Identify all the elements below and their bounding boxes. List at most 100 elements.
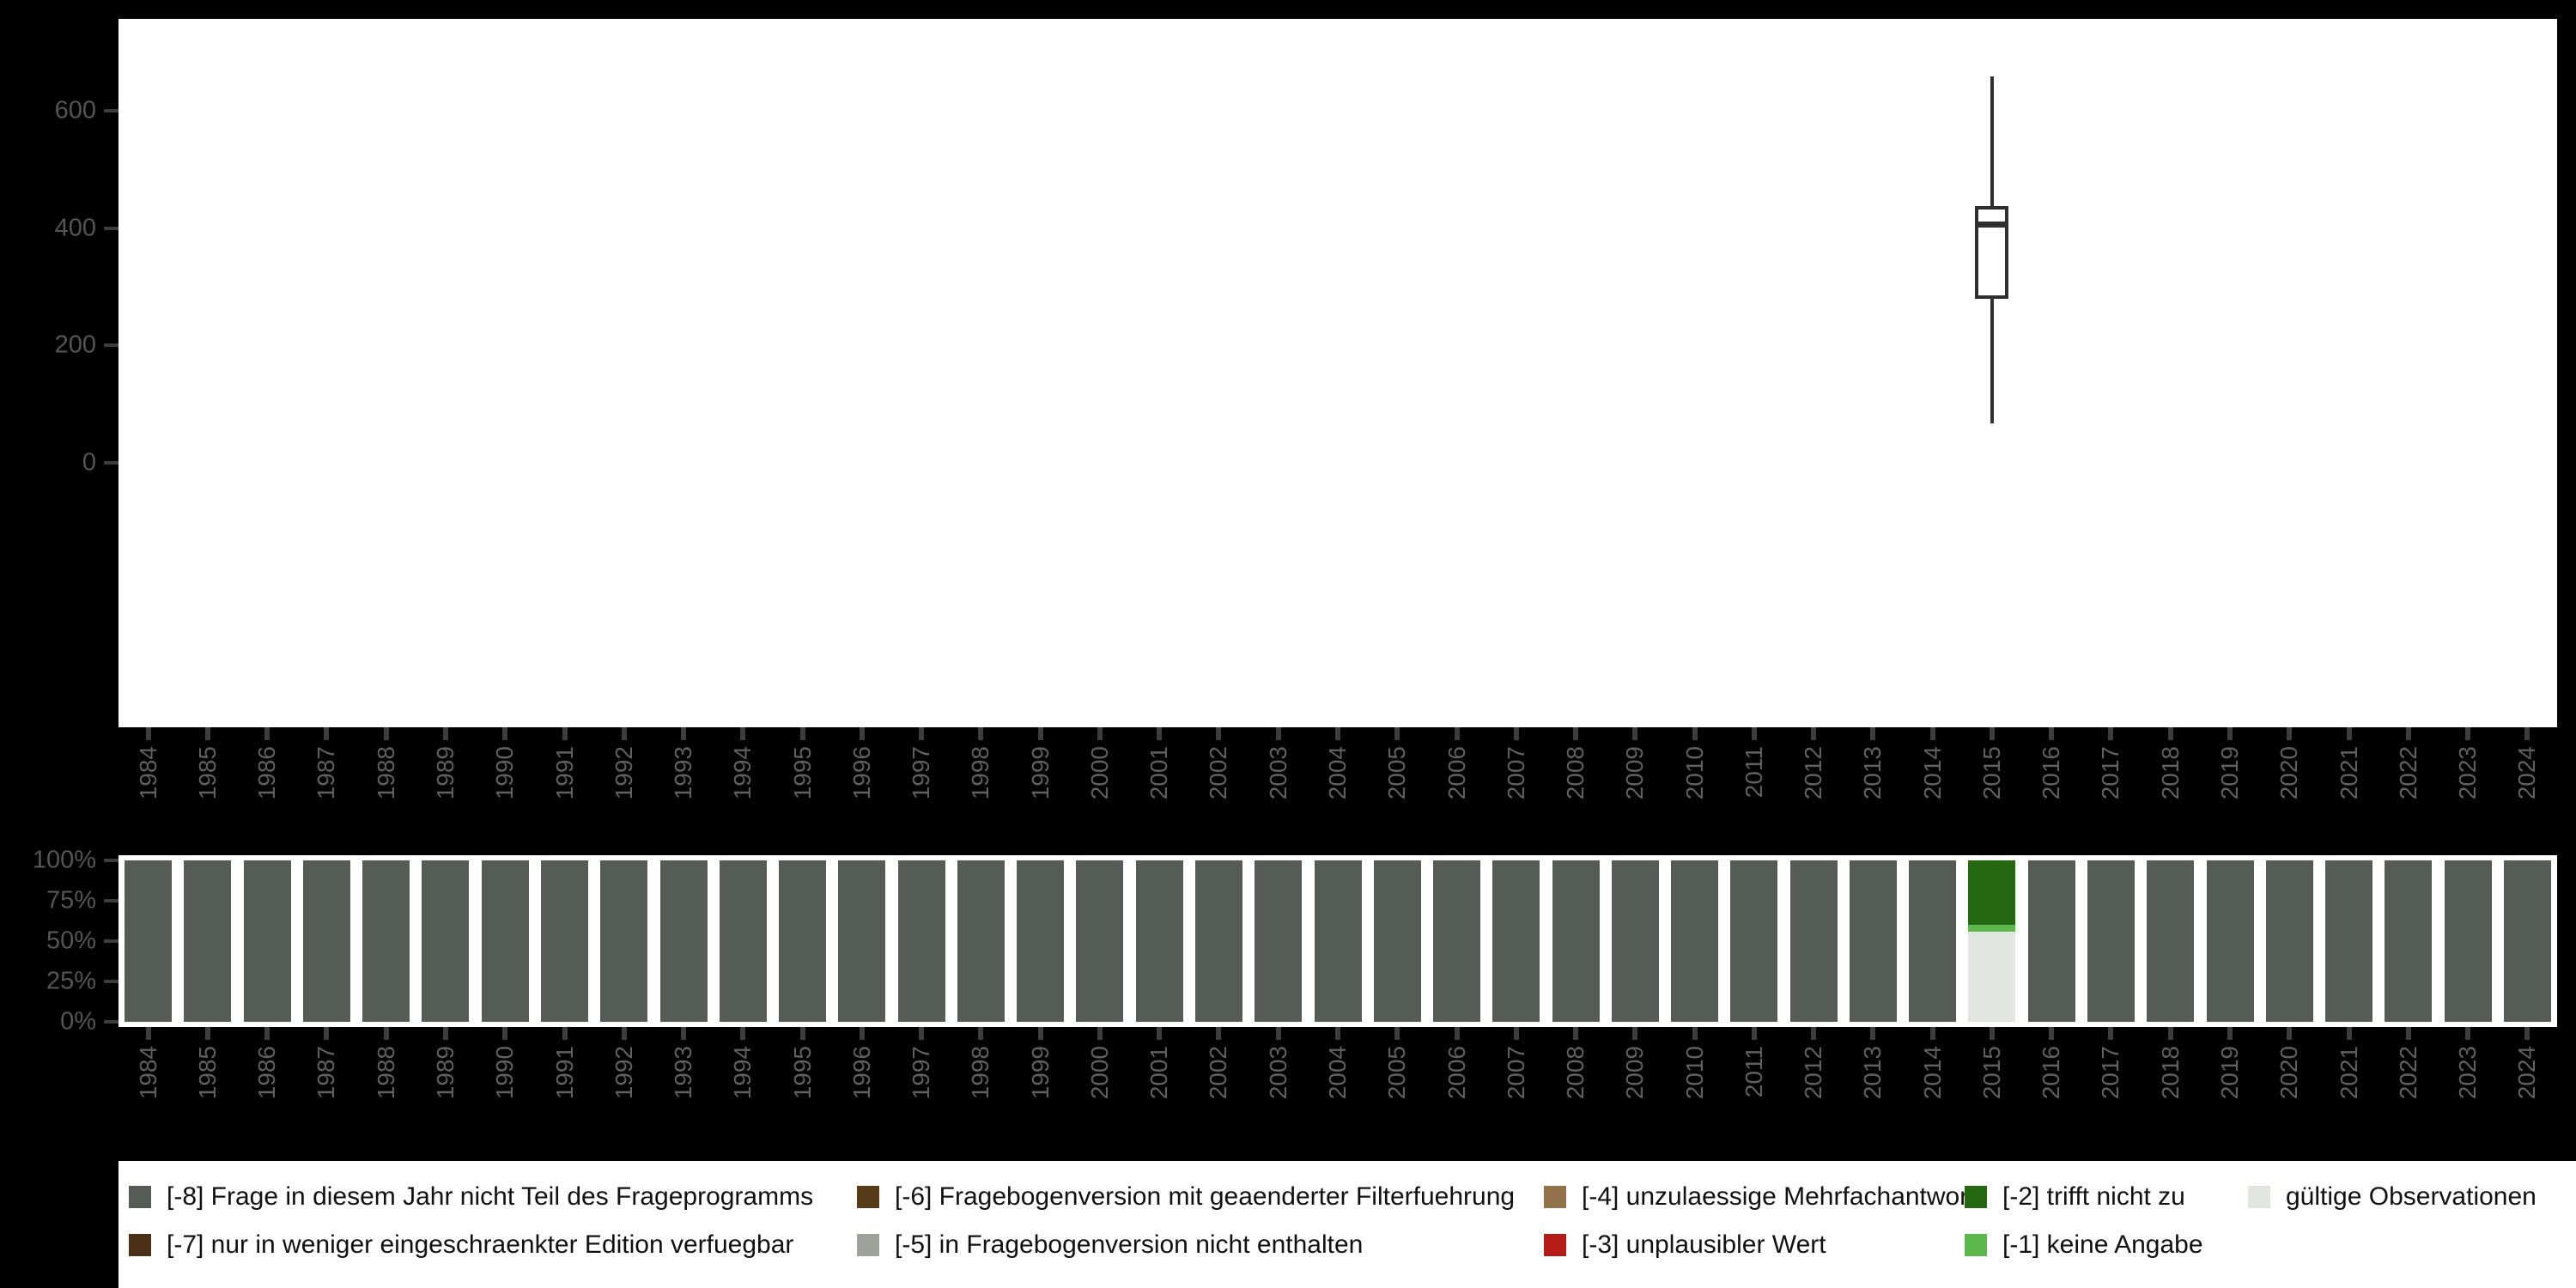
stacked-bar[interactable] [481, 860, 529, 1022]
stacked-bar[interactable] [1968, 860, 2016, 1022]
boxplot-x-tick-label: 1991 [550, 746, 578, 800]
legend-item[interactable]: [-5] in Fragebogenversion nicht enthalte… [857, 1221, 1363, 1269]
boxplot-x-tick-mark [1454, 727, 1460, 740]
boxplot-x-tick-mark [2227, 727, 2233, 740]
stacked-bar[interactable] [2087, 860, 2135, 1022]
boxplot-x-tick-label: 2016 [2038, 746, 2065, 800]
stacked-x-tick-mark [562, 1027, 568, 1040]
stacked-bar[interactable] [125, 860, 173, 1022]
stacked-bar[interactable] [2027, 860, 2075, 1022]
stacked-y-tick-mark [104, 899, 118, 902]
stacked-bar[interactable] [659, 860, 708, 1022]
stacked-bar[interactable] [2444, 860, 2492, 1022]
stacked-bar-segment [719, 860, 767, 1022]
stacked-bar[interactable] [838, 860, 886, 1022]
stacked-bar-segment [125, 860, 173, 1022]
stacked-bar[interactable] [1255, 860, 1303, 1022]
stacked-x-tick-mark [681, 1027, 687, 1040]
stacked-bar-segment [1968, 860, 2016, 926]
stacked-bar[interactable] [541, 860, 588, 1022]
boxplot-x-tick-mark [1692, 727, 1698, 740]
stacked-bar-segment [243, 860, 291, 1022]
stacked-bar-segment [302, 860, 350, 1022]
boxplot-x-tick-mark [1275, 727, 1281, 740]
stacked-bar-segment [1671, 860, 1719, 1022]
stacked-x-tick-label: 1987 [313, 1046, 340, 1100]
boxplot-x-tick-mark [1394, 727, 1400, 740]
stacked-x-tick-mark [2227, 1027, 2233, 1040]
boxplot-x-tick-mark [799, 727, 805, 740]
boxplot-x-tick-label: 2011 [1740, 746, 1767, 799]
stacked-bar[interactable] [1492, 860, 1540, 1022]
stacked-bar[interactable] [1433, 860, 1481, 1022]
stacked-bar[interactable] [1730, 860, 1778, 1022]
stacked-bar[interactable] [1789, 860, 1838, 1022]
stacked-bar[interactable] [600, 860, 648, 1022]
stacked-bar[interactable] [2265, 860, 2313, 1022]
stacked-bar[interactable] [1849, 860, 1897, 1022]
stacked-bar[interactable] [1194, 860, 1242, 1022]
stacked-bar[interactable] [1373, 860, 1421, 1022]
legend-item[interactable]: [-1] keine Angabe [1965, 1221, 2203, 1269]
stacked-bar-segment [2385, 860, 2433, 1022]
boxplot-x-tick-mark [2049, 727, 2055, 740]
legend-item[interactable]: [-8] Frage in diesem Jahr nicht Teil des… [129, 1173, 813, 1221]
stacked-bar-segment [2147, 860, 2195, 1022]
stacked-bar[interactable] [1909, 860, 1957, 1022]
stacked-bar[interactable] [2206, 860, 2254, 1022]
boxplot-x-tick-label: 2017 [2097, 746, 2124, 800]
legend-item[interactable]: [-7] nur in weniger eingeschraenkter Edi… [129, 1221, 793, 1269]
stacked-x-tick-mark [264, 1027, 270, 1040]
stacked-bar[interactable] [719, 860, 767, 1022]
stacked-bar[interactable] [2503, 860, 2551, 1022]
stacked-bar[interactable] [1611, 860, 1659, 1022]
boxplot-x-tick-label: 1984 [134, 746, 161, 800]
stacked-bar[interactable] [1552, 860, 1600, 1022]
legend-item[interactable]: gültige Observationen [2248, 1173, 2537, 1221]
stacked-bar[interactable] [779, 860, 827, 1022]
stacked-bar-segment [1076, 860, 1124, 1022]
stacked-x-tick-label: 1994 [729, 1046, 756, 1100]
stacked-x-tick-mark [145, 1027, 151, 1040]
boxplot-x-tick-label: 1999 [1026, 746, 1054, 800]
stacked-bar[interactable] [422, 860, 470, 1022]
stacked-bar[interactable] [2325, 860, 2373, 1022]
stacked-bar[interactable] [1135, 860, 1183, 1022]
stacked-bar[interactable] [1017, 860, 1065, 1022]
stacked-bar[interactable] [184, 860, 232, 1022]
stacked-bar-segment [1373, 860, 1421, 1022]
legend-item[interactable]: [-4] unzulaessige Mehrfachantwort [1544, 1173, 1976, 1221]
stacked-bar[interactable] [897, 860, 945, 1022]
stacked-x-tick-mark [1275, 1027, 1281, 1040]
legend-item[interactable]: [-6] Fragebogenversion mit geaenderter F… [857, 1173, 1515, 1221]
stacked-bar-segment [897, 860, 945, 1022]
stacked-x-tick-label: 1995 [788, 1046, 816, 1100]
boxplot-x-tick-label: 2023 [2454, 746, 2482, 800]
stacked-x-tick-label: 1997 [908, 1046, 935, 1100]
legend-label: [-7] nur in weniger eingeschraenkter Edi… [167, 1230, 794, 1259]
stacked-bar[interactable] [2147, 860, 2195, 1022]
stacked-bar[interactable] [1671, 860, 1719, 1022]
stacked-bar[interactable] [2385, 860, 2433, 1022]
stacked-x-tick-label: 1986 [253, 1046, 281, 1100]
boxplot-x-tick-mark [1989, 727, 1995, 740]
stacked-x-tick-mark [1573, 1027, 1579, 1040]
stacked-bar[interactable] [1314, 860, 1362, 1022]
legend-item[interactable]: [-2] trifft nicht zu [1965, 1173, 2185, 1221]
stacked-bar[interactable] [243, 860, 291, 1022]
legend-item[interactable]: [-3] unplausibler Wert [1544, 1221, 1826, 1269]
stacked-x-tick-mark [1454, 1027, 1460, 1040]
stacked-bar[interactable] [957, 860, 1005, 1022]
stacked-x-tick-label: 1996 [848, 1046, 875, 1100]
stacked-bar[interactable] [302, 860, 350, 1022]
stacked-x-tick-label: 2020 [2275, 1046, 2303, 1100]
boxplot-y-tick-label: 600 [54, 96, 96, 125]
stacked-x-tick-mark [2524, 1027, 2530, 1040]
boxplot-x-tick-mark [1811, 727, 1817, 740]
stacked-x-tick-mark [1335, 1027, 1340, 1040]
stacked-bar[interactable] [362, 860, 410, 1022]
boxplot-x-tick-label: 2002 [1205, 746, 1232, 800]
stacked-x-tick-mark [978, 1027, 984, 1040]
stacked-x-tick-label: 2018 [2156, 1046, 2184, 1100]
stacked-bar[interactable] [1076, 860, 1124, 1022]
